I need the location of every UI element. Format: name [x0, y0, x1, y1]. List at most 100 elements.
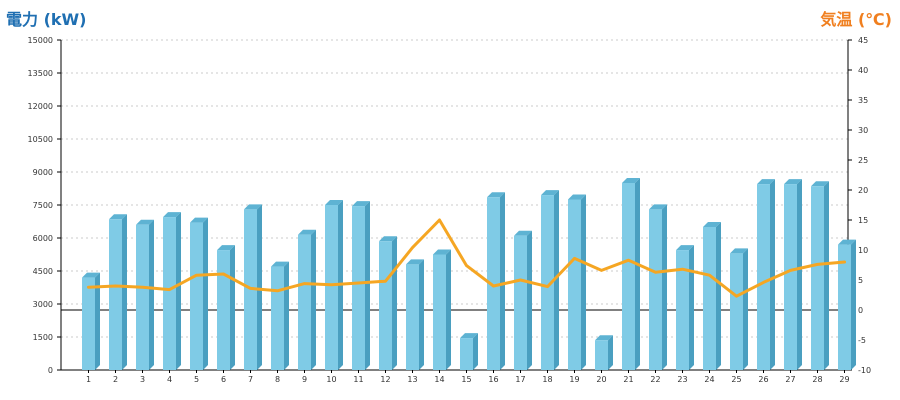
- temperature-point: [141, 286, 144, 289]
- bar-side: [797, 179, 802, 370]
- temperature-point: [627, 259, 630, 262]
- bar-side: [203, 217, 208, 370]
- bar-front: [406, 264, 419, 370]
- temperature-point: [762, 281, 765, 284]
- bar-series: [82, 178, 856, 370]
- bar-top: [244, 204, 262, 210]
- right-tick-label: 5: [858, 276, 863, 285]
- bar-front: [838, 244, 851, 370]
- bar-side: [176, 212, 181, 370]
- bar: [271, 261, 289, 370]
- bar: [757, 179, 775, 370]
- bar-top: [568, 194, 586, 200]
- bar: [811, 181, 829, 370]
- bar: [703, 222, 721, 370]
- bar-side: [716, 222, 721, 370]
- bar: [595, 335, 613, 370]
- temperature-point: [816, 263, 819, 266]
- x-tick-label: 14: [434, 375, 444, 384]
- x-tick-label: 16: [488, 375, 498, 384]
- x-tick-label: 18: [542, 375, 552, 384]
- bar-side: [824, 181, 829, 370]
- x-tick-label: 2: [113, 375, 118, 384]
- bar-top: [784, 179, 802, 185]
- bar-top: [676, 245, 694, 251]
- bar-side: [230, 245, 235, 370]
- x-tick-label: 9: [302, 375, 307, 384]
- bar-top: [136, 219, 154, 225]
- left-tick-label: 13500: [28, 69, 53, 78]
- left-tick-label: 6000: [33, 234, 53, 243]
- right-tick-label: 0: [858, 306, 863, 315]
- bar: [487, 192, 505, 370]
- bar-side: [149, 219, 154, 370]
- bar-side: [770, 179, 775, 370]
- right-tick-label: 15: [858, 216, 868, 225]
- bar-top: [757, 179, 775, 185]
- temperature-point: [681, 268, 684, 271]
- bar-top: [379, 236, 397, 242]
- bar: [298, 229, 316, 370]
- bar-top: [109, 214, 127, 220]
- bar: [163, 212, 181, 370]
- bar-front: [271, 266, 284, 370]
- bar-front: [82, 277, 95, 370]
- bar-front: [811, 186, 824, 370]
- x-tick-label: 4: [167, 375, 172, 384]
- bar-front: [649, 209, 662, 370]
- bar: [136, 219, 154, 370]
- right-tick-label: 10: [858, 246, 868, 255]
- bar-top: [838, 239, 856, 245]
- temperature-point: [708, 274, 711, 277]
- temperature-point: [735, 295, 738, 298]
- bar: [352, 201, 370, 370]
- bar-front: [109, 219, 122, 370]
- right-tick-label: 30: [858, 126, 868, 135]
- bar: [514, 230, 532, 370]
- bar-side: [608, 335, 613, 370]
- bar-front: [433, 254, 446, 370]
- bar-side: [743, 248, 748, 370]
- bar-front: [487, 197, 500, 370]
- bar-front: [568, 199, 581, 370]
- x-tick-label: 12: [380, 375, 390, 384]
- bar-side: [257, 204, 262, 370]
- x-tick-label: 15: [461, 375, 471, 384]
- x-tick-label: 24: [704, 375, 714, 384]
- bar-top: [460, 333, 478, 339]
- bar-side: [851, 239, 856, 370]
- bar: [433, 249, 451, 370]
- bar-side: [662, 204, 667, 370]
- bar: [406, 259, 424, 370]
- bar: [649, 204, 667, 370]
- bar: [379, 236, 397, 370]
- bar-front: [622, 183, 635, 370]
- temperature-point: [492, 284, 495, 288]
- x-tick-label: 6: [221, 375, 226, 384]
- bar-side: [635, 178, 640, 370]
- bar: [622, 178, 640, 370]
- temperature-point: [222, 272, 225, 276]
- bar: [190, 217, 208, 370]
- bar-top: [622, 178, 640, 183]
- x-tick-label: 25: [731, 375, 741, 384]
- x-tick-label: 13: [407, 375, 417, 384]
- bar: [541, 190, 559, 370]
- bar: [784, 179, 802, 370]
- right-tick-label: 40: [858, 66, 868, 75]
- temperature-point: [276, 289, 279, 292]
- bar-front: [163, 217, 176, 370]
- x-tick-label: 8: [275, 375, 280, 384]
- bar: [676, 245, 694, 370]
- bar-side: [419, 259, 424, 370]
- bar-front: [460, 338, 473, 370]
- left-axis-title: 電力 (kW): [6, 10, 87, 29]
- right-tick-label: -10: [858, 366, 871, 375]
- bar-side: [392, 236, 397, 370]
- x-tick-label: 11: [353, 375, 363, 384]
- bar-side: [527, 230, 532, 370]
- bar-front: [298, 234, 311, 370]
- right-axis-title: 気温 (℃): [820, 10, 892, 29]
- temperature-point: [195, 274, 198, 277]
